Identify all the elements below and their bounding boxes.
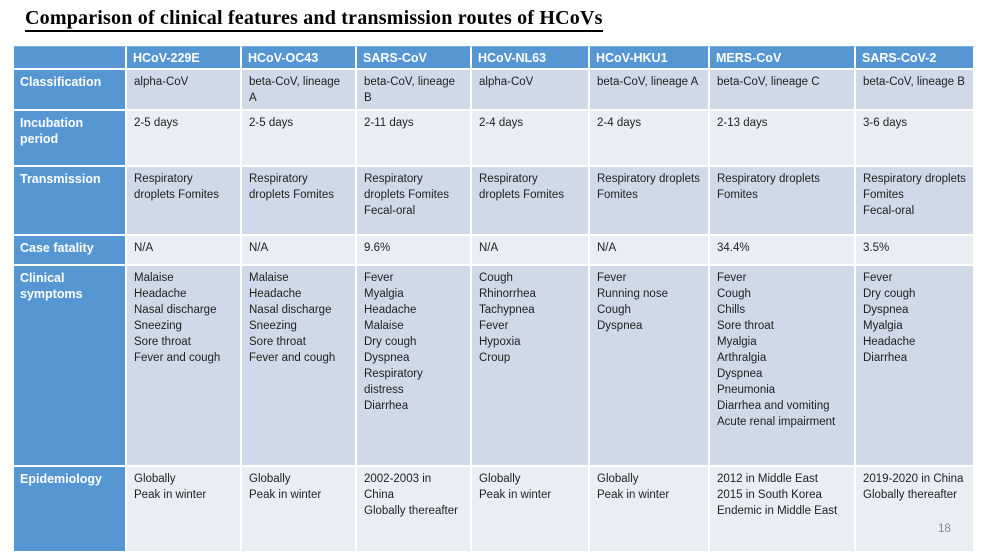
table-cell: Respiratory droplets Fomites: [590, 167, 710, 236]
table-row-incubation-period: Incubation period 2-5 days 2-5 days 2-11…: [14, 111, 975, 167]
column-header-mers-cov: MERS-CoV: [710, 46, 856, 70]
table-cell: 2-5 days: [242, 111, 357, 167]
table-cell: 2-5 days: [127, 111, 242, 167]
table-cell: 3.5%: [856, 236, 975, 266]
table-cell: Fever Dry cough Dyspnea Myalgia Headache…: [856, 266, 975, 467]
table-cell: beta-CoV, lineage B: [357, 70, 472, 111]
row-label-classification: Classification: [14, 70, 127, 111]
table-cell: 34.4%: [710, 236, 856, 266]
table-cell: beta-CoV, lineage A: [590, 70, 710, 111]
table-cell: Globally Peak in winter: [472, 467, 590, 553]
table-row-transmission: Transmission Respiratory droplets Fomite…: [14, 167, 975, 236]
table-row-case-fatality: Case fatality N/A N/A 9.6% N/A N/A 34.4%…: [14, 236, 975, 266]
slide-title-text: Comparison of clinical features and tran…: [25, 7, 603, 32]
table-cell: Respiratory droplets Fomites: [127, 167, 242, 236]
table-cell: beta-CoV, lineage A: [242, 70, 357, 111]
table-cell: Globally Peak in winter: [242, 467, 357, 553]
table-cell: Fever Running nose Cough Dyspnea: [590, 266, 710, 467]
table-cell: Fever Myalgia Headache Malaise Dry cough…: [357, 266, 472, 467]
row-label-clinical-symptoms: Clinical symptoms: [14, 266, 127, 467]
table-cell: 2-4 days: [472, 111, 590, 167]
table-cell: Cough Rhinorrhea Tachypnea Fever Hypoxia…: [472, 266, 590, 467]
table-cell: Respiratory droplets Fomites: [242, 167, 357, 236]
table-cell: beta-CoV, lineage C: [710, 70, 856, 111]
table-cell: 2-13 days: [710, 111, 856, 167]
table-cell: 2002-2003 in China Globally thereafter: [357, 467, 472, 553]
row-label-transmission: Transmission: [14, 167, 127, 236]
table-cell: Respiratory droplets Fomites: [472, 167, 590, 236]
column-header-hcov-oc43: HCoV-OC43: [242, 46, 357, 70]
row-label-incubation-period: Incubation period: [14, 111, 127, 167]
column-header-sars-cov-2: SARS-CoV-2: [856, 46, 975, 70]
column-header-hcov-229e: HCoV-229E: [127, 46, 242, 70]
table-cell: 2019-2020 in China Globally thereafter: [856, 467, 975, 553]
table-cell: 2012 in Middle East 2015 in South Korea …: [710, 467, 856, 553]
table-row-classification: Classification alpha-CoV beta-CoV, linea…: [14, 70, 975, 111]
header-row: HCoV-229E HCoV-OC43 SARS-CoV HCoV-NL63 H…: [14, 46, 975, 70]
table-cell: Globally Peak in winter: [127, 467, 242, 553]
table-cell: Malaise Headache Nasal discharge Sneezin…: [127, 266, 242, 467]
table-cell: Respiratory droplets Fomites Fecal-oral: [357, 167, 472, 236]
table-row-clinical-symptoms: Clinical symptoms Malaise Headache Nasal…: [14, 266, 975, 467]
page-number: 18: [938, 523, 951, 535]
table-cell: alpha-CoV: [127, 70, 242, 111]
row-label-epidemiology: Epidemiology: [14, 467, 127, 553]
column-header-hcov-hku1: HCoV-HKU1: [590, 46, 710, 70]
slide-title: Comparison of clinical features and tran…: [25, 7, 603, 32]
table-cell: N/A: [472, 236, 590, 266]
table-cell: 3-6 days: [856, 111, 975, 167]
table-cell: alpha-CoV: [472, 70, 590, 111]
table-cell: Respiratory droplets Fomites Fecal-oral: [856, 167, 975, 236]
row-label-case-fatality: Case fatality: [14, 236, 127, 266]
table-cell: N/A: [127, 236, 242, 266]
comparison-table: HCoV-229E HCoV-OC43 SARS-CoV HCoV-NL63 H…: [14, 46, 975, 553]
table-cell: 2-11 days: [357, 111, 472, 167]
table-cell: N/A: [242, 236, 357, 266]
table-cell: 9.6%: [357, 236, 472, 266]
table-row-epidemiology: Epidemiology Globally Peak in winter Glo…: [14, 467, 975, 553]
column-header-sars-cov: SARS-CoV: [357, 46, 472, 70]
table-cell: beta-CoV, lineage B: [856, 70, 975, 111]
table-cell: 2-4 days: [590, 111, 710, 167]
column-header-hcov-nl63: HCoV-NL63: [472, 46, 590, 70]
table-cell: Fever Cough Chills Sore throat Myalgia A…: [710, 266, 856, 467]
table-cell: N/A: [590, 236, 710, 266]
table-cell: Globally Peak in winter: [590, 467, 710, 553]
table-cell: Respiratory droplets Fomites: [710, 167, 856, 236]
corner-header-cell: [14, 46, 127, 70]
table-cell: Malaise Headache Nasal discharge Sneezin…: [242, 266, 357, 467]
